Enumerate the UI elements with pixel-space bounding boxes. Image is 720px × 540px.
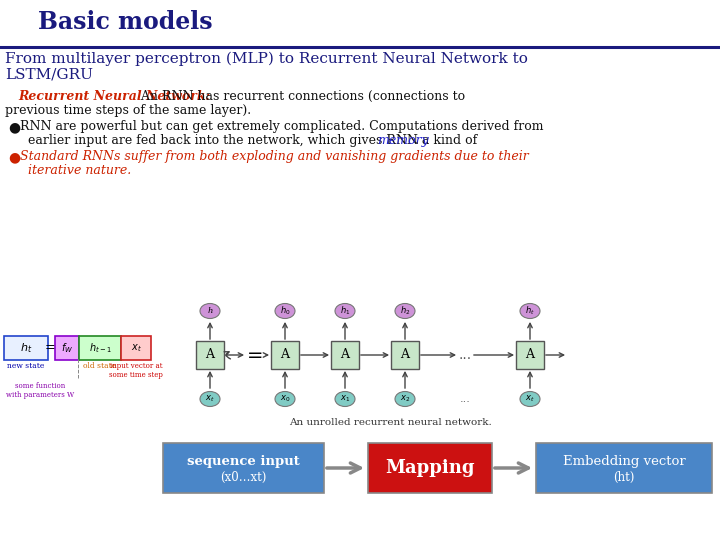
FancyBboxPatch shape (271, 341, 299, 369)
Text: Standard RNNs suffer from both exploding and vanishing gradients due to their: Standard RNNs suffer from both exploding… (20, 150, 528, 163)
Ellipse shape (275, 303, 295, 319)
FancyBboxPatch shape (516, 341, 544, 369)
Text: (x0…xt): (x0…xt) (220, 470, 266, 483)
Text: RNN are powerful but can get extremely complicated. Computations derived from: RNN are powerful but can get extremely c… (20, 120, 544, 133)
Text: earlier input are fed back into the network, which gives RNN a kind of: earlier input are fed back into the netw… (20, 134, 481, 147)
Text: $h_1$: $h_1$ (340, 305, 350, 317)
Text: $h_0$: $h_0$ (279, 305, 290, 317)
Text: ●: ● (8, 150, 20, 164)
FancyBboxPatch shape (536, 443, 712, 493)
Text: ...: ... (459, 394, 470, 404)
FancyBboxPatch shape (79, 336, 121, 360)
Text: $h_{t-1}$: $h_{t-1}$ (89, 341, 112, 355)
Text: ●: ● (8, 120, 20, 134)
Text: input vector at
some time step: input vector at some time step (109, 362, 163, 379)
FancyBboxPatch shape (4, 336, 48, 360)
Ellipse shape (275, 392, 295, 407)
Text: $h_t$: $h_t$ (525, 305, 535, 317)
Text: Recurrent Neural Network:: Recurrent Neural Network: (18, 90, 210, 103)
FancyBboxPatch shape (368, 443, 492, 493)
Ellipse shape (395, 392, 415, 407)
Text: .: . (415, 134, 419, 147)
Ellipse shape (335, 303, 355, 319)
Text: =: = (45, 341, 55, 354)
FancyBboxPatch shape (121, 336, 151, 360)
Text: iterative nature.: iterative nature. (20, 164, 131, 177)
Text: $x_2$: $x_2$ (400, 394, 410, 404)
Text: (ht): (ht) (613, 470, 635, 483)
Text: A: A (281, 348, 289, 361)
Ellipse shape (520, 303, 540, 319)
Text: $x_1$: $x_1$ (340, 394, 350, 404)
FancyBboxPatch shape (391, 341, 419, 369)
Text: $f_W$: $f_W$ (60, 341, 73, 355)
Text: $x_0$: $x_0$ (280, 394, 290, 404)
Ellipse shape (395, 303, 415, 319)
Text: old state: old state (84, 362, 117, 370)
Text: A: A (400, 348, 410, 361)
Text: previous time steps of the same layer).: previous time steps of the same layer). (5, 104, 251, 117)
Text: An unrolled recurrent neural network.: An unrolled recurrent neural network. (289, 418, 491, 427)
Text: =: = (247, 346, 264, 365)
Text: Mapping: Mapping (385, 459, 474, 477)
Text: some function
with parameters W: some function with parameters W (6, 382, 74, 399)
Text: $h_t$: $h_t$ (20, 341, 32, 355)
Text: An RNN has recurrent connections (connections to: An RNN has recurrent connections (connec… (133, 90, 465, 103)
Text: new state: new state (7, 362, 45, 370)
Text: h: h (207, 307, 212, 315)
Text: Embedding vector: Embedding vector (562, 455, 685, 468)
Ellipse shape (520, 392, 540, 407)
Text: From multilayer perceptron (MLP) to Recurrent Neural Network to: From multilayer perceptron (MLP) to Recu… (5, 52, 528, 66)
FancyBboxPatch shape (163, 443, 324, 493)
Ellipse shape (200, 392, 220, 407)
Text: A: A (526, 348, 534, 361)
Ellipse shape (335, 392, 355, 407)
FancyBboxPatch shape (55, 336, 79, 360)
FancyBboxPatch shape (196, 341, 224, 369)
Text: memory: memory (377, 134, 428, 147)
FancyBboxPatch shape (331, 341, 359, 369)
Ellipse shape (200, 303, 220, 319)
Text: $x_t$: $x_t$ (205, 394, 215, 404)
Text: sequence input: sequence input (187, 455, 300, 468)
Text: $x_t$: $x_t$ (130, 342, 141, 354)
Text: A: A (341, 348, 349, 361)
Text: Basic models: Basic models (38, 10, 212, 34)
Text: $h_2$: $h_2$ (400, 305, 410, 317)
Text: ...: ... (459, 348, 472, 362)
Text: A: A (205, 348, 215, 361)
Text: $x_t$: $x_t$ (525, 394, 535, 404)
Text: LSTM/GRU: LSTM/GRU (5, 68, 93, 82)
